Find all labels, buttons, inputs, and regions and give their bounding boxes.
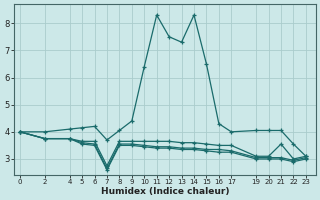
X-axis label: Humidex (Indice chaleur): Humidex (Indice chaleur) xyxy=(100,187,229,196)
